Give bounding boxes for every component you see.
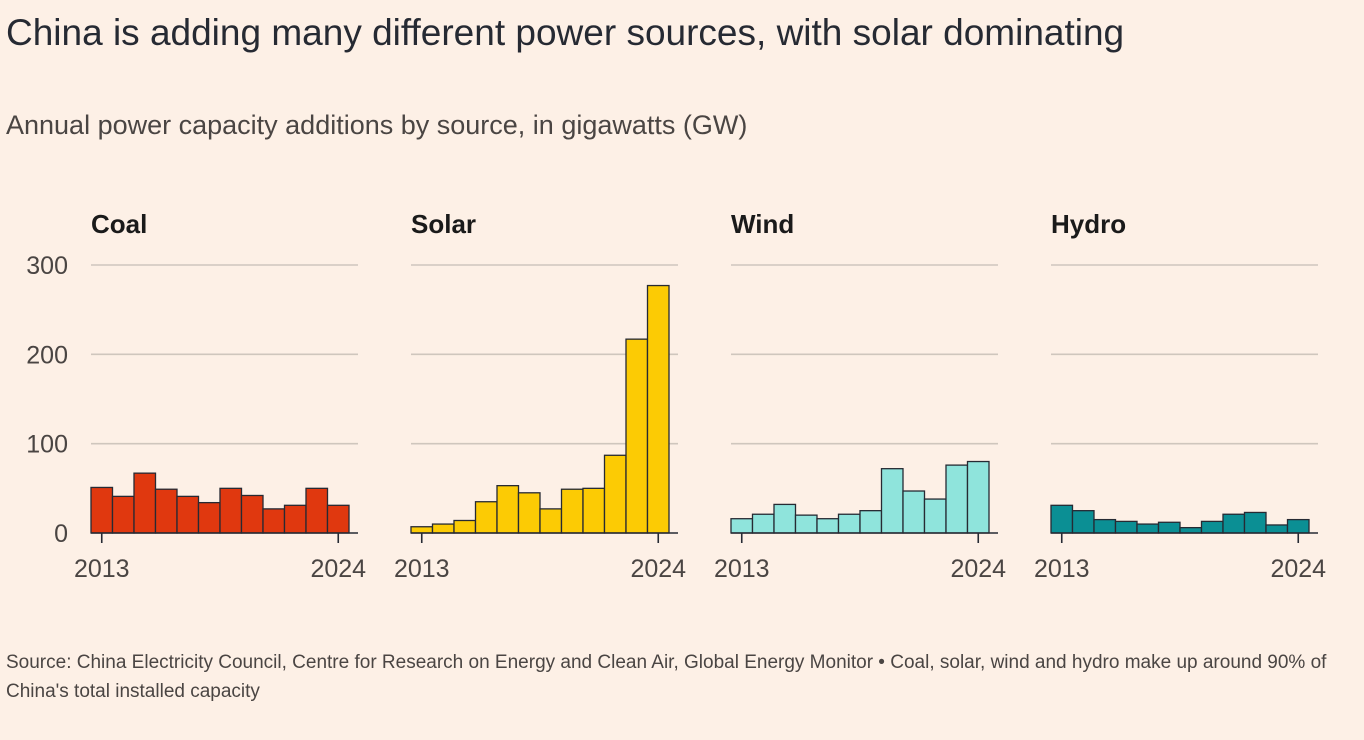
bar-hydro xyxy=(1265,524,1289,534)
bar-coal xyxy=(133,472,157,534)
bar-coal xyxy=(305,487,329,534)
bar-hydro xyxy=(1222,513,1246,534)
bar-coal xyxy=(219,487,243,534)
bar-wind xyxy=(923,498,947,534)
bar-solar xyxy=(646,284,670,534)
bar-solar xyxy=(603,454,627,534)
bar-wind xyxy=(837,513,861,534)
bar-wind xyxy=(945,464,969,534)
x-tick-label: 2024 xyxy=(310,555,366,583)
x-tick-label: 2013 xyxy=(394,555,450,583)
bar-solar xyxy=(517,492,541,534)
bar-coal xyxy=(90,486,114,534)
panel-title-solar: Solar xyxy=(411,209,476,239)
bar-hydro xyxy=(1157,521,1181,534)
bar-solar xyxy=(582,487,606,534)
bar-solar xyxy=(410,526,434,534)
bar-hydro xyxy=(1136,523,1160,534)
bar-wind xyxy=(859,510,883,534)
bar-wind xyxy=(751,513,775,534)
bar-solar xyxy=(625,338,649,534)
bar-coal xyxy=(240,494,264,534)
bar-coal xyxy=(326,504,350,534)
small-multiples-chart: Coal 0 100 200 300 2013 2024 Solar 2013 2024 Wind 2… xyxy=(26,209,1326,583)
x-tick-label: 2024 xyxy=(1270,555,1326,583)
bar-solar xyxy=(539,508,563,534)
bar-wind xyxy=(794,514,818,534)
chart-title: China is adding many different power sou… xyxy=(6,12,1125,53)
x-tick-label: 2024 xyxy=(950,555,1006,583)
bar-solar xyxy=(474,501,498,534)
panel-title-coal: Coal xyxy=(91,209,147,239)
bar-wind xyxy=(730,518,754,534)
y-tick-label: 300 xyxy=(26,252,68,280)
bar-coal xyxy=(197,501,221,534)
bar-hydro xyxy=(1114,520,1138,534)
bar-wind xyxy=(902,490,926,534)
bar-hydro xyxy=(1179,526,1203,534)
bar-coal xyxy=(283,504,307,534)
bar-hydro xyxy=(1200,520,1224,534)
bar-hydro xyxy=(1243,511,1267,534)
bar-wind xyxy=(773,503,797,534)
bar-solar xyxy=(431,523,455,534)
bar-hydro xyxy=(1071,510,1095,534)
x-tick-label: 2013 xyxy=(74,555,130,583)
y-tick-label: 100 xyxy=(26,431,68,459)
panel-title-wind: Wind xyxy=(731,209,794,239)
bar-wind xyxy=(966,460,990,534)
bar-solar xyxy=(496,485,520,534)
bar-wind xyxy=(880,468,904,534)
source-note: Source: China Electricity Council, Centr… xyxy=(6,652,1327,702)
bar-hydro xyxy=(1050,504,1074,534)
bar-solar xyxy=(560,488,584,534)
x-tick-label: 2013 xyxy=(1034,555,1090,583)
bar-hydro xyxy=(1286,518,1310,534)
y-tick-label: 200 xyxy=(26,341,68,369)
x-tick-label: 2024 xyxy=(630,555,686,583)
bar-coal xyxy=(262,508,286,534)
bar-coal xyxy=(176,495,200,534)
y-tick-label: 0 xyxy=(54,520,68,548)
bar-wind xyxy=(816,518,840,534)
x-tick-label: 2013 xyxy=(714,555,770,583)
bar-hydro xyxy=(1093,518,1117,534)
panel-title-hydro: Hydro xyxy=(1051,209,1126,239)
bar-coal xyxy=(154,488,178,534)
bar-solar xyxy=(453,519,477,534)
bar-coal xyxy=(111,495,135,534)
chart-subtitle: Annual power capacity additions by sourc… xyxy=(6,110,748,140)
